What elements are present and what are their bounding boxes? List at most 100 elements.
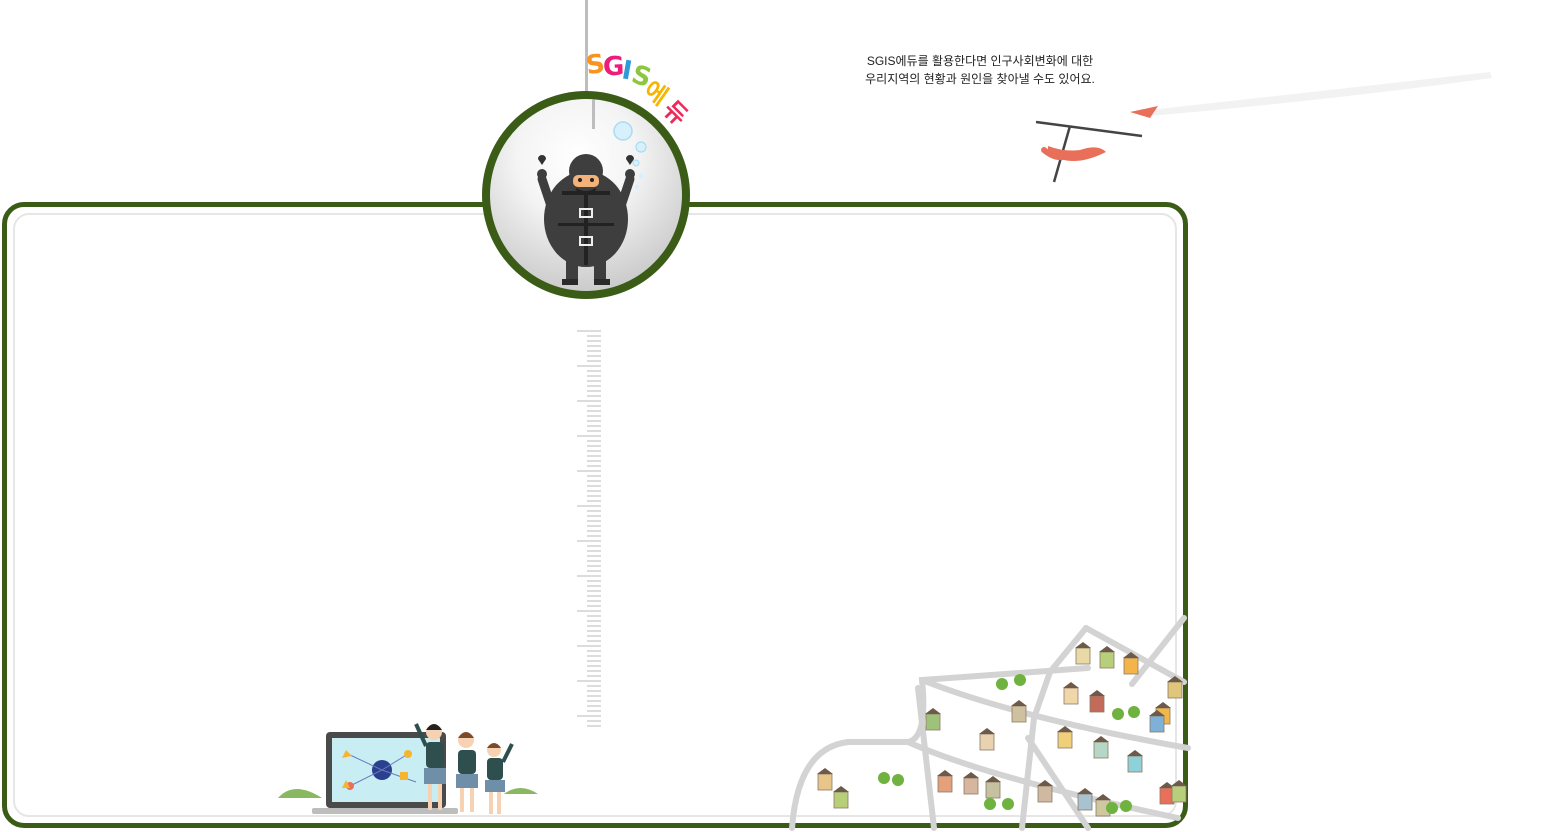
scale-tick <box>587 440 601 442</box>
map-tree <box>996 678 1008 690</box>
intro-line-1: SGIS에듀를 활용한다면 인구사회변화에 대한 <box>866 54 1094 68</box>
scale-tick <box>587 520 601 522</box>
map-building <box>1093 741 1109 759</box>
scale-tick <box>587 675 601 677</box>
map-building <box>1089 695 1105 713</box>
map-building-roof <box>1123 652 1139 658</box>
scale-tick <box>577 610 601 612</box>
scale-tick <box>587 385 601 387</box>
map-building-roof <box>925 708 941 714</box>
scale-tick <box>587 430 601 432</box>
scale-tick <box>587 555 601 557</box>
scale-tick <box>587 705 601 707</box>
map-building-roof <box>1127 750 1143 756</box>
map-building <box>1011 705 1027 723</box>
scale-tick <box>587 525 601 527</box>
scale-tick <box>577 330 601 332</box>
scale-tick <box>587 460 601 462</box>
map-building <box>1077 793 1093 811</box>
scale-tick <box>587 390 601 392</box>
scale-tick <box>587 405 601 407</box>
map-building <box>1099 651 1115 669</box>
intro-line-2: 우리지역의 현황과 원인을 찾아낼 수도 있어요. <box>865 72 1095 86</box>
vertical-scale <box>577 330 601 727</box>
scale-tick <box>587 560 601 562</box>
map-building-roof <box>1089 690 1105 696</box>
map-building-roof <box>1167 676 1183 682</box>
scale-tick <box>587 375 601 377</box>
map-tree <box>1002 798 1014 810</box>
scale-tick <box>587 725 601 727</box>
map-building <box>937 775 953 793</box>
map-tree <box>1014 674 1026 686</box>
map-building-roof <box>833 786 849 792</box>
scale-tick <box>577 540 601 542</box>
scale-tick <box>587 480 601 482</box>
map-building <box>979 733 995 751</box>
scale-tick <box>587 565 601 567</box>
map-tree <box>1120 800 1132 812</box>
map-building <box>1127 755 1143 773</box>
map-building-roof <box>1077 788 1093 794</box>
scale-tick <box>587 620 601 622</box>
scale-tick <box>587 490 601 492</box>
scale-tick <box>587 360 601 362</box>
scale-tick <box>587 345 601 347</box>
scale-tick <box>587 550 601 552</box>
map-building-roof <box>1159 782 1175 788</box>
map-tree <box>1128 706 1140 718</box>
scale-tick <box>587 690 601 692</box>
scale-tick <box>587 580 601 582</box>
map-building-roof <box>1093 736 1109 742</box>
scale-tick <box>587 340 601 342</box>
town-map-illustration-icon <box>789 615 1191 831</box>
map-building-roof <box>1171 780 1187 786</box>
map-building-roof <box>817 768 833 774</box>
map-building-roof <box>1037 780 1053 786</box>
scale-tick <box>587 335 601 337</box>
scale-tick <box>587 410 601 412</box>
scale-tick <box>577 365 601 367</box>
map-building <box>985 781 1001 799</box>
scale-tick <box>587 710 601 712</box>
scale-tick <box>577 575 601 577</box>
scale-tick <box>587 475 601 477</box>
scale-tick <box>587 660 601 662</box>
map-tree <box>984 798 996 810</box>
scale-tick <box>587 605 601 607</box>
scale-tick <box>587 720 601 722</box>
hero-medallion <box>482 91 690 299</box>
map-building <box>833 791 849 809</box>
scale-tick <box>577 645 601 647</box>
scale-tick <box>577 680 601 682</box>
map-building-roof <box>979 728 995 734</box>
scale-tick <box>587 370 601 372</box>
scale-tick <box>587 655 601 657</box>
scale-tick <box>587 670 601 672</box>
map-building <box>1149 715 1165 733</box>
scale-tick <box>577 470 601 472</box>
map-building <box>1037 785 1053 803</box>
map-building <box>817 773 833 791</box>
map-tree <box>1106 802 1118 814</box>
map-building-roof <box>1011 700 1027 706</box>
scale-tick <box>587 350 601 352</box>
scale-tick <box>587 650 601 652</box>
scale-tick <box>587 595 601 597</box>
scale-tick <box>587 465 601 467</box>
scale-tick <box>587 600 601 602</box>
map-tree <box>878 772 890 784</box>
scale-tick <box>587 485 601 487</box>
hang-glider-icon <box>1035 72 1492 183</box>
scale-tick <box>587 495 601 497</box>
map-building <box>963 777 979 795</box>
map-building-roof <box>963 772 979 778</box>
map-building-roof <box>1099 646 1115 652</box>
scale-tick <box>587 700 601 702</box>
map-tree <box>1112 708 1124 720</box>
students-with-laptop-icon <box>278 723 538 814</box>
map-building <box>1063 687 1079 705</box>
scale-tick <box>587 535 601 537</box>
diver-character-icon <box>537 99 647 285</box>
